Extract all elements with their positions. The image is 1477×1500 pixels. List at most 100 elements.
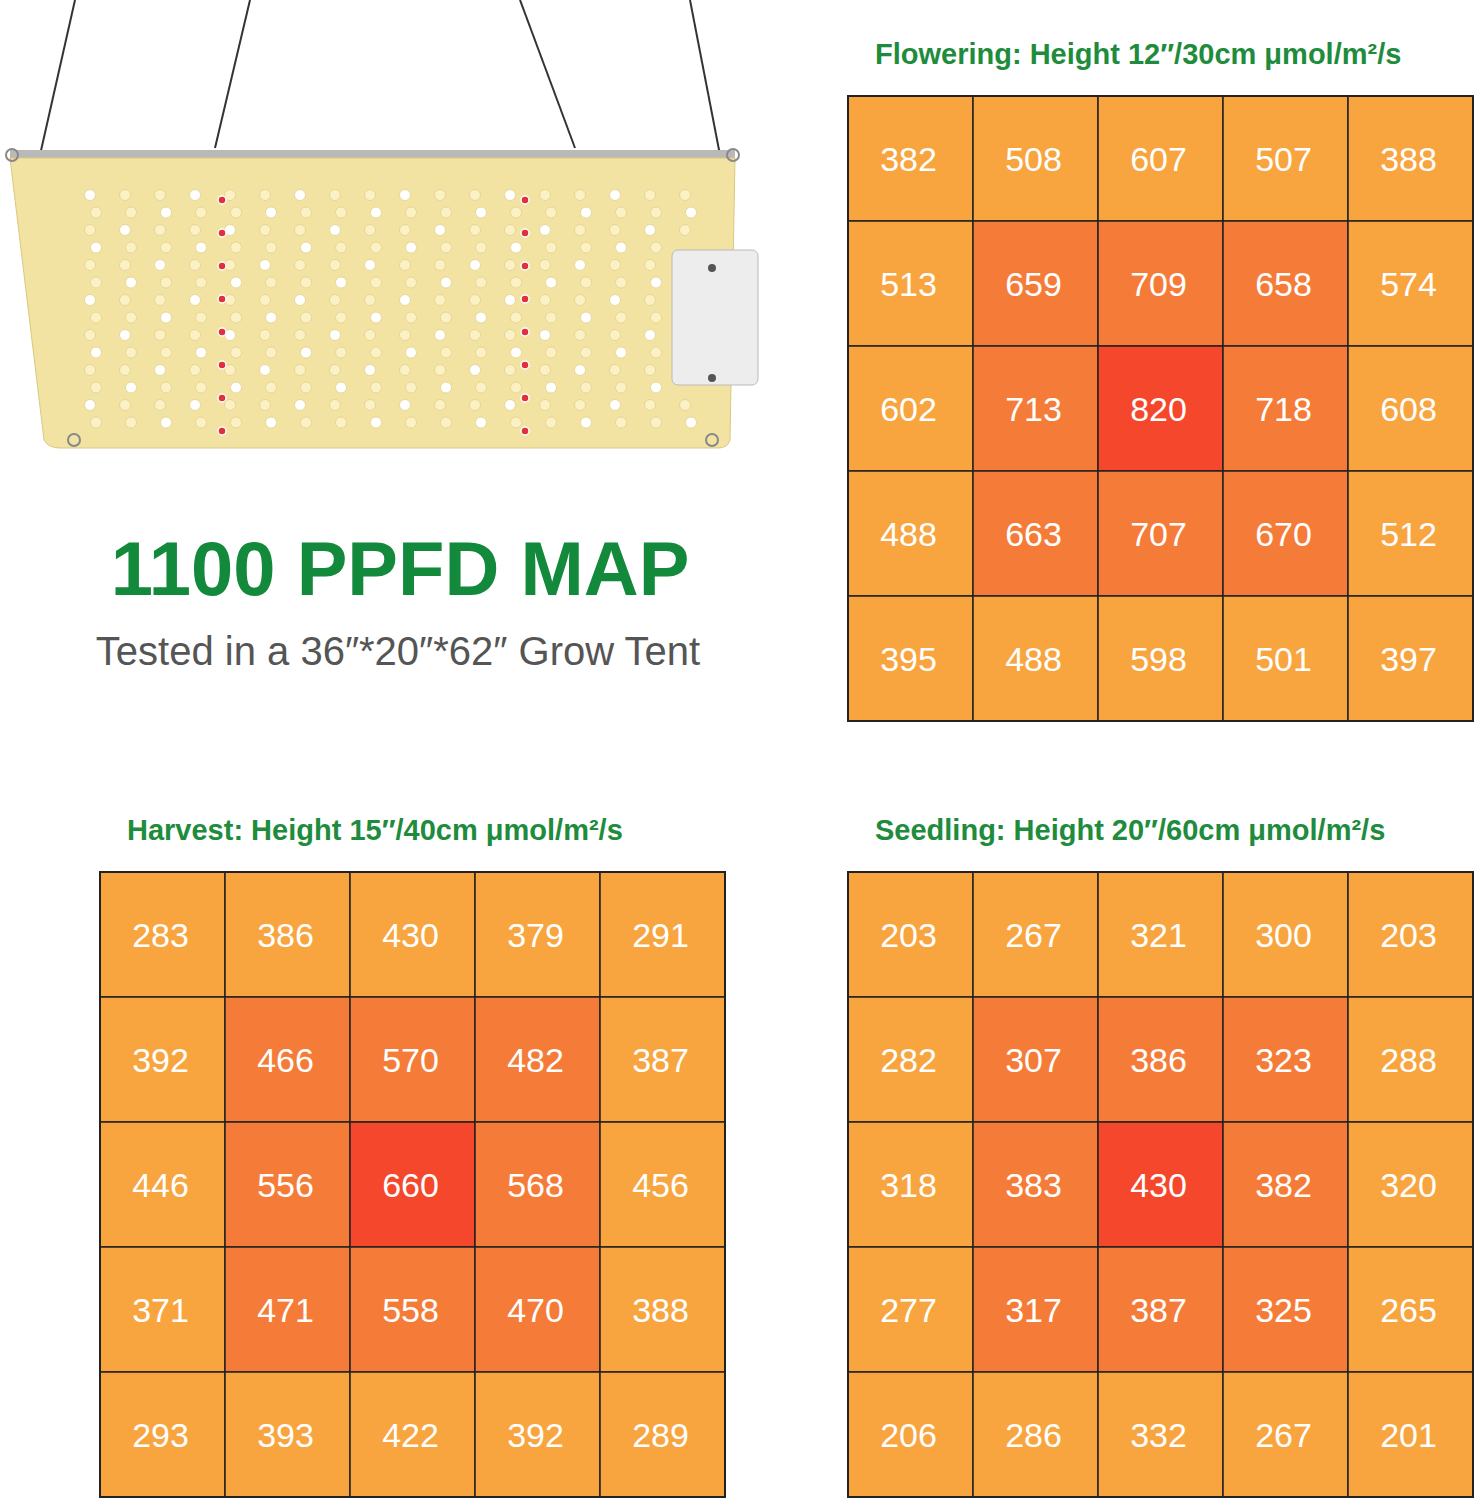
led xyxy=(546,347,557,358)
canvas: 1100 PPFD MAPTested in a 36″*20″*62″ Gro… xyxy=(0,0,1477,1500)
cell-label: 392 xyxy=(507,1416,564,1454)
cell xyxy=(600,872,725,997)
cell-label: 317 xyxy=(1005,1291,1062,1329)
cell-label: 556 xyxy=(257,1166,314,1204)
led xyxy=(126,277,137,288)
led xyxy=(190,365,201,376)
wire xyxy=(690,0,720,155)
driver-screw xyxy=(708,264,716,272)
led xyxy=(336,347,347,358)
led xyxy=(336,417,347,428)
led xyxy=(610,190,621,201)
led xyxy=(441,277,452,288)
cell xyxy=(848,1122,973,1247)
led xyxy=(190,260,201,271)
led xyxy=(441,312,452,323)
led xyxy=(686,207,697,218)
led xyxy=(161,207,172,218)
led xyxy=(540,400,551,411)
led xyxy=(575,295,586,306)
cell-label: 386 xyxy=(257,916,314,954)
cell xyxy=(475,997,600,1122)
cell xyxy=(225,1122,350,1247)
led xyxy=(85,225,96,236)
cell-label: 395 xyxy=(880,640,937,678)
led xyxy=(85,190,96,201)
hook xyxy=(68,434,80,446)
led xyxy=(301,312,312,323)
led xyxy=(266,382,277,393)
cell xyxy=(1098,471,1223,596)
cell xyxy=(100,872,225,997)
cell-label: 288 xyxy=(1380,1041,1437,1079)
led xyxy=(120,365,131,376)
led xyxy=(616,312,627,323)
cell xyxy=(1348,596,1473,721)
led xyxy=(190,225,201,236)
cells xyxy=(848,96,1473,721)
cell-label: 488 xyxy=(880,515,937,553)
led xyxy=(336,207,347,218)
led xyxy=(511,312,522,323)
cell-label: 570 xyxy=(382,1041,439,1079)
led xyxy=(365,260,376,271)
led xyxy=(540,225,551,236)
cell xyxy=(600,997,725,1122)
led xyxy=(260,190,271,201)
cell-label: 707 xyxy=(1130,515,1187,553)
led xyxy=(435,190,446,201)
cell xyxy=(350,872,475,997)
cell xyxy=(1098,596,1223,721)
cell xyxy=(475,872,600,997)
led xyxy=(196,382,207,393)
led xyxy=(295,190,306,201)
cell xyxy=(475,1122,600,1247)
led xyxy=(161,347,172,358)
led xyxy=(85,260,96,271)
led xyxy=(295,330,306,341)
cell xyxy=(1098,1372,1223,1497)
led xyxy=(371,417,382,428)
led xyxy=(371,242,382,253)
led xyxy=(645,260,656,271)
cell xyxy=(1223,471,1348,596)
led xyxy=(435,295,446,306)
cell xyxy=(1098,1122,1223,1247)
led xyxy=(406,382,417,393)
cell xyxy=(1348,96,1473,221)
cell-label: 206 xyxy=(880,1416,937,1454)
subheadline: Tested in a 36″*20″*62″ Grow Tent xyxy=(96,629,700,673)
wire xyxy=(520,0,575,148)
cell-label: 382 xyxy=(1255,1166,1312,1204)
cell xyxy=(848,221,973,346)
led xyxy=(616,277,627,288)
cell xyxy=(848,997,973,1122)
led xyxy=(120,225,131,236)
led xyxy=(161,242,172,253)
cell-label: 320 xyxy=(1380,1166,1437,1204)
led xyxy=(470,365,481,376)
led xyxy=(155,400,166,411)
cell-label: 387 xyxy=(1130,1291,1187,1329)
cell-labels: 2032673213002032823073863232883183834303… xyxy=(880,916,1437,1454)
led xyxy=(260,225,271,236)
led xyxy=(190,330,201,341)
cell-label: 660 xyxy=(382,1166,439,1204)
led xyxy=(470,295,481,306)
led xyxy=(301,242,312,253)
led xyxy=(505,365,516,376)
led xyxy=(330,295,341,306)
cell xyxy=(100,997,225,1122)
cell xyxy=(600,1122,725,1247)
red-led xyxy=(521,427,529,435)
red-led xyxy=(521,196,529,204)
cell-label: 574 xyxy=(1380,265,1437,303)
led xyxy=(365,190,376,201)
cell-label: 291 xyxy=(632,916,689,954)
driver xyxy=(672,250,758,385)
led xyxy=(295,365,306,376)
led xyxy=(441,207,452,218)
led xyxy=(645,295,656,306)
cell-label: 323 xyxy=(1255,1041,1312,1079)
led xyxy=(400,400,411,411)
